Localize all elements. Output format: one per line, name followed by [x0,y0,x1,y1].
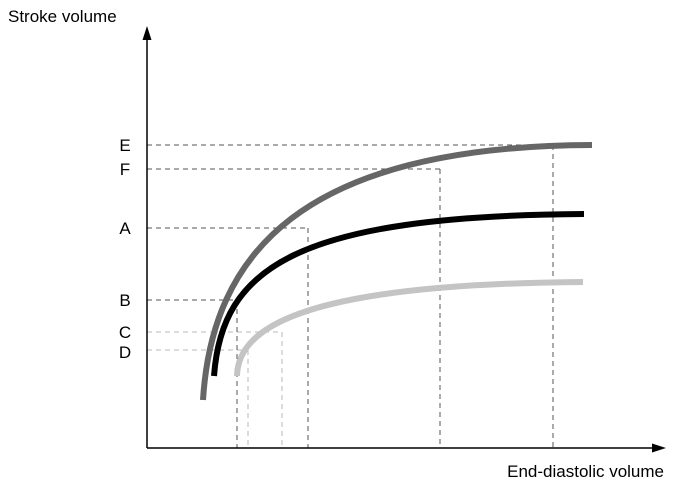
level-label-E: E [119,136,130,155]
level-label-D: D [119,343,131,362]
level-label-A: A [119,219,131,238]
x-axis-arrowhead [652,443,666,453]
level-label-B: B [119,291,130,310]
y-axis-arrowhead [142,26,152,40]
curves [200,142,593,401]
axes [142,26,666,453]
curve-light-gray [234,279,584,377]
y-axis-title: Stroke volume [8,7,117,26]
curve-dark-gray [200,142,593,401]
x-axis-title: End-diastolic volume [507,462,664,481]
level-label-F: F [120,160,130,179]
level-label-C: C [119,323,131,342]
curve-black [211,211,585,377]
level-labels: E F A B C D [119,136,131,362]
